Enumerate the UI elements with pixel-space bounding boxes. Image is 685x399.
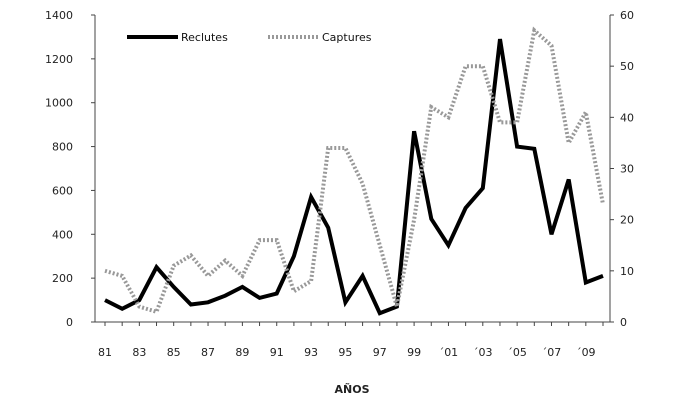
left-tick-label: 0 <box>66 316 73 329</box>
left-y-tick-labels: 0 200 400 600 800 1000 1200 1400 <box>45 9 95 329</box>
x-tick-label: 87 <box>201 346 215 359</box>
x-tick-label: ´03 <box>473 346 493 359</box>
right-tick-label: 60 <box>620 9 634 22</box>
x-tick-label: ´09 <box>576 346 596 359</box>
series-line-captures <box>104 26 605 315</box>
x-tick-label: ´01 <box>439 346 459 359</box>
x-tick-labels: 81 83 85 87 89 91 93 95 97 99 ´01 ´03 ´05 ´07 ´09 <box>98 322 604 359</box>
left-tick-label: 600 <box>52 184 73 197</box>
left-tick-label: 200 <box>52 272 73 285</box>
x-tick-label: 93 <box>304 346 318 359</box>
left-tick-label: 1400 <box>45 9 73 22</box>
right-tick-label: 0 <box>620 316 627 329</box>
x-tick-label: ´05 <box>507 346 527 359</box>
chart-legend: Reclutes Captures <box>127 31 372 44</box>
x-tick-label: 91 <box>270 346 284 359</box>
x-tick-label: 99 <box>407 346 421 359</box>
right-tick-label: 50 <box>620 60 634 73</box>
x-tick-label: ´07 <box>542 346 562 359</box>
series-lines <box>104 26 605 316</box>
left-tick-label: 800 <box>52 141 73 154</box>
left-tick-label: 1000 <box>45 97 73 110</box>
legend-label-reclutes: Reclutes <box>181 31 228 44</box>
series-line-reclutes <box>104 38 604 316</box>
x-axis-title: AÑOS <box>335 383 370 396</box>
left-tick-label: 400 <box>52 228 73 241</box>
right-tick-label: 30 <box>620 163 634 176</box>
x-tick-label: 85 <box>167 346 181 359</box>
x-tick-label: 81 <box>98 346 112 359</box>
right-y-tick-labels: 0 10 20 30 40 50 60 <box>610 9 634 329</box>
right-tick-label: 10 <box>620 265 634 278</box>
left-tick-label: 1200 <box>45 53 73 66</box>
x-tick-label: 97 <box>373 346 387 359</box>
right-tick-label: 40 <box>620 111 634 124</box>
plot-area <box>94 15 611 323</box>
legend-label-captures: Captures <box>322 31 372 44</box>
right-tick-label: 20 <box>620 214 634 227</box>
x-tick-label: 95 <box>338 346 352 359</box>
x-tick-label: 83 <box>132 346 146 359</box>
x-tick-label: 89 <box>235 346 249 359</box>
